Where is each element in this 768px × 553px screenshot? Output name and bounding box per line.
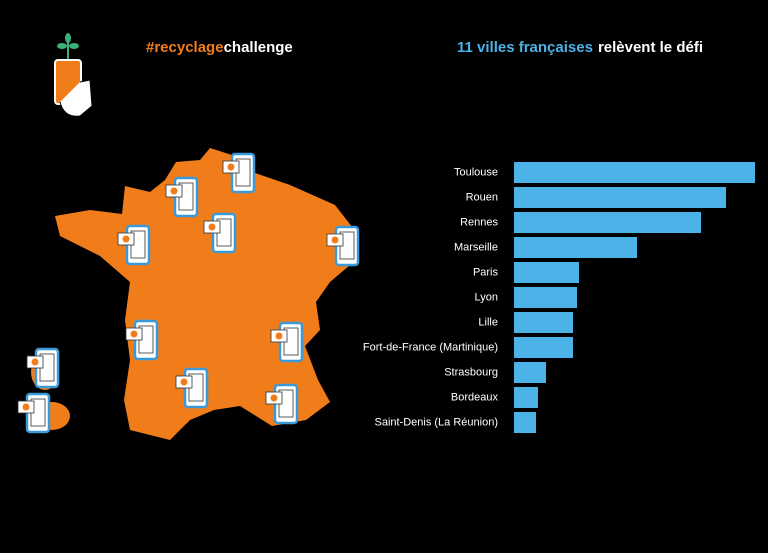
hashtag-part: #recyclage — [146, 39, 224, 56]
category-label: Rennes — [460, 216, 498, 228]
bar — [514, 312, 573, 333]
headline-part: relèvent le défi — [598, 39, 703, 56]
bar — [514, 187, 726, 208]
category-label: Toulouse — [454, 166, 498, 178]
logo — [54, 33, 93, 117]
bar — [514, 212, 701, 233]
headline: 11 villes françaises relèvent le défi — [457, 39, 703, 56]
category-label: Lille — [478, 316, 498, 328]
category-label: Strasbourg — [444, 366, 498, 378]
headline-part: 11 villes françaises — [457, 39, 593, 56]
bar — [514, 237, 637, 258]
bar — [514, 387, 538, 408]
bar — [514, 262, 579, 283]
bar — [514, 337, 573, 358]
bar — [514, 162, 755, 183]
bar — [514, 287, 577, 308]
category-label: Saint-Denis (La Réunion) — [374, 416, 498, 428]
category-label: Rouen — [466, 191, 498, 203]
map — [16, 148, 360, 440]
hashtag-part: challenge — [224, 39, 293, 56]
category-label: Marseille — [454, 241, 498, 253]
bar — [514, 362, 546, 383]
bar — [514, 412, 536, 433]
category-label: Lyon — [475, 291, 498, 303]
hashtag: #recyclagechallenge — [146, 39, 293, 56]
category-label: Fort-de-France (Martinique) — [363, 341, 498, 353]
category-label: Paris — [473, 266, 499, 278]
bar-chart: Toulouse Rouen Rennes Marseille Paris Lyon Lil… — [363, 162, 755, 433]
category-label: Bordeaux — [451, 391, 499, 403]
